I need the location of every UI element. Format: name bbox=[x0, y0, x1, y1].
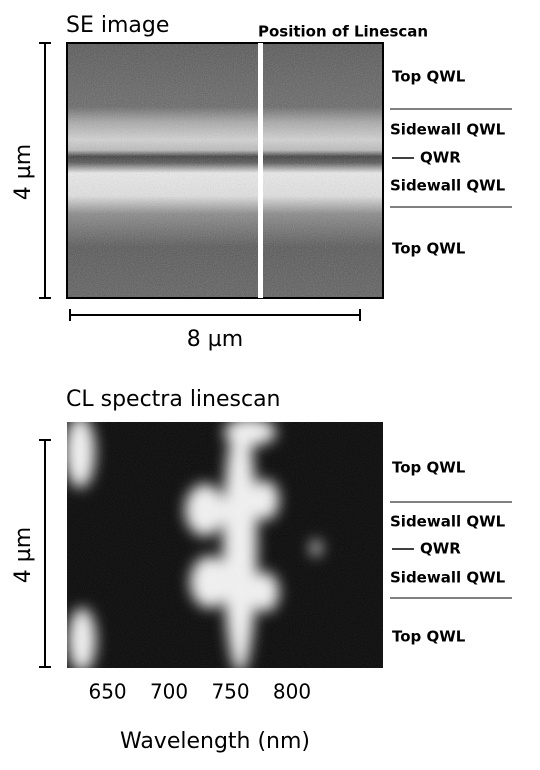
region-label: Sidewall QWL bbox=[390, 121, 506, 139]
region-label: QWR bbox=[420, 149, 461, 167]
scale-label: 4 µm bbox=[11, 144, 36, 200]
region-label: Top QWL bbox=[392, 628, 466, 646]
region-label: Top QWL bbox=[392, 68, 466, 86]
x-tick-label: 750 bbox=[211, 680, 249, 704]
se-frame bbox=[66, 42, 384, 299]
linescan-marker bbox=[258, 43, 263, 298]
region-label: Sidewall QWL bbox=[390, 177, 506, 195]
cl-noise bbox=[67, 422, 383, 668]
x-axis-label: Wavelength (nm) bbox=[120, 729, 310, 754]
region-label: Top QWL bbox=[392, 240, 466, 258]
scale-label: 4 µm bbox=[11, 527, 36, 583]
scale-label: 8 µm bbox=[187, 327, 243, 352]
panel-title: CL spectra linescan bbox=[66, 387, 281, 412]
se-noise bbox=[67, 43, 383, 298]
horizontal-scale bbox=[69, 309, 361, 321]
region-label: QWR bbox=[420, 540, 461, 558]
region-label: Sidewall QWL bbox=[390, 513, 506, 531]
region-label: Sidewall QWL bbox=[390, 569, 506, 587]
region-label: Top QWL bbox=[392, 459, 466, 477]
x-tick-label: 800 bbox=[273, 680, 311, 704]
panel-title: SE image bbox=[66, 13, 169, 38]
marker-label: Position of Linescan bbox=[258, 23, 428, 41]
x-tick-label: 700 bbox=[150, 680, 188, 704]
x-tick-label: 650 bbox=[88, 680, 126, 704]
vertical-scale bbox=[39, 439, 51, 668]
vertical-scale bbox=[39, 42, 51, 299]
